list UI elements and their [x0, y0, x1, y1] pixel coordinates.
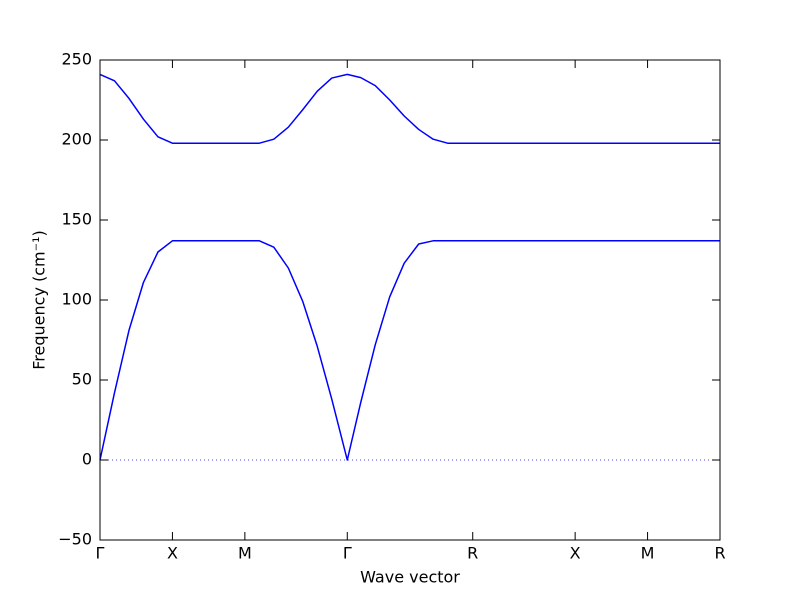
- x-tick-label: M: [238, 544, 252, 563]
- y-tick-label: 150: [61, 210, 92, 229]
- x-tick-label: M: [641, 544, 655, 563]
- x-tick-label: X: [167, 544, 178, 563]
- y-tick-label: −50: [58, 530, 92, 549]
- x-tick-label: Γ: [343, 544, 352, 563]
- x-tick-label: Γ: [96, 544, 105, 563]
- series-line: [99, 73, 720, 144]
- y-axis-label: Frequency (cm⁻¹): [30, 230, 49, 369]
- y-tick-label: 50: [72, 370, 92, 389]
- y-tick-label: 100: [61, 290, 92, 309]
- y-tick-label: 250: [61, 50, 92, 69]
- x-axis-label: Wave vector: [360, 568, 460, 587]
- y-tick-label: 0: [82, 450, 92, 469]
- y-tick-label: 200: [61, 130, 92, 149]
- series-line: [99, 240, 720, 461]
- plot-frame: [99, 59, 721, 541]
- x-tick-label: X: [570, 544, 581, 563]
- x-tick-label: R: [714, 544, 725, 563]
- x-tick-label: R: [467, 544, 478, 563]
